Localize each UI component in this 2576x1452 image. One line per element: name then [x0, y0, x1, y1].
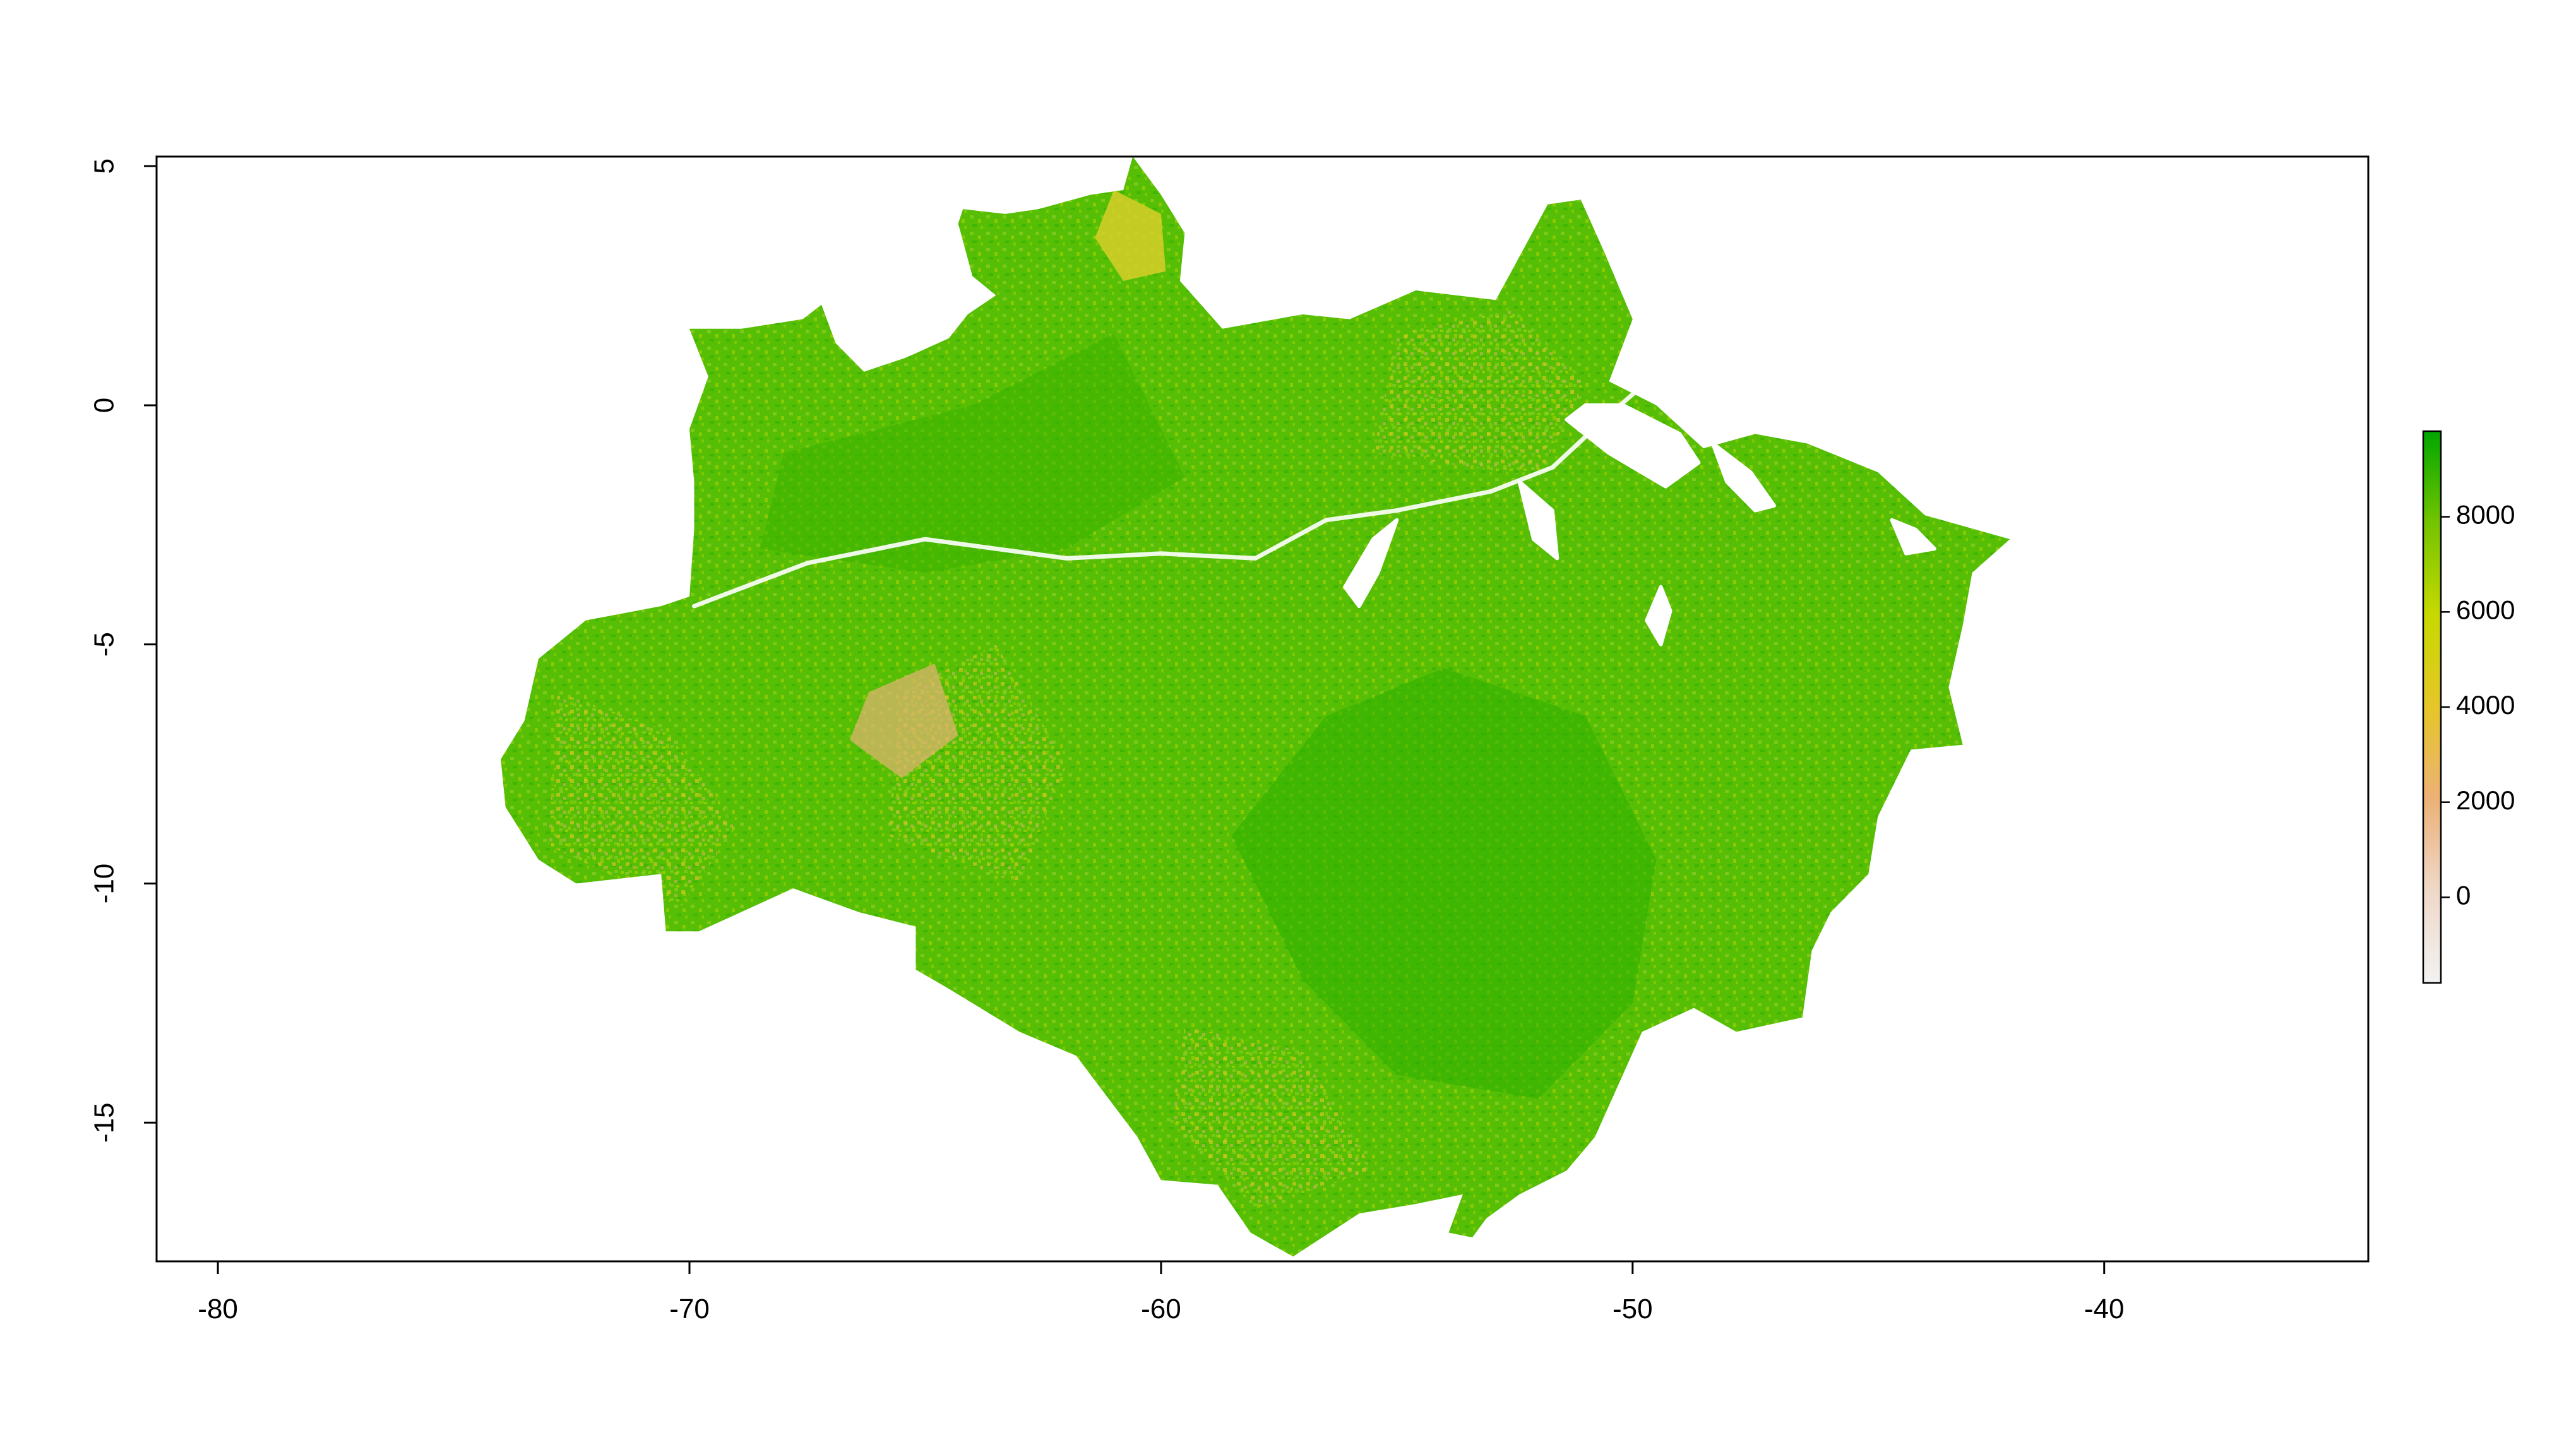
x-tick-label: -70 [669, 1294, 710, 1324]
value-region-low-patches [850, 664, 958, 778]
value-region-mid-values-south [1170, 1027, 1373, 1209]
colorbar-tick-label: 8000 [2456, 500, 2515, 530]
value-region-northwest-high [760, 333, 1185, 573]
value-regions [547, 190, 1657, 1209]
x-tick-label: -60 [1141, 1294, 1181, 1324]
colorbar-tick-label: 2000 [2456, 785, 2515, 815]
x-tick-label: -50 [1613, 1294, 1653, 1324]
value-region-forest-core-high [1232, 668, 1657, 1099]
colorbar-gradient [2423, 431, 2441, 983]
water-maranhao-bay [1890, 518, 1936, 556]
x-tick-label: -80 [198, 1294, 238, 1324]
water-lower-amazon-mouth [1565, 403, 1701, 489]
y-tick-label: -15 [89, 1103, 120, 1143]
y-tick-label: 5 [89, 158, 120, 174]
water-tocantins-reservoir [1645, 585, 1673, 646]
y-tick-label: -10 [89, 864, 120, 904]
colorbar-tick-label: 0 [2456, 880, 2471, 910]
value-region-mid-values-northeast [1373, 309, 1586, 477]
y-tick-label: -5 [89, 632, 120, 657]
colorbar-legend: 0 2000 4000 6000 8000 [2422, 430, 2515, 984]
water-layer [692, 384, 1936, 646]
x-tick-label: -40 [2084, 1294, 2125, 1324]
water-amazon-river [692, 384, 1645, 609]
water-tocantins-estuary [1710, 441, 1776, 513]
x-axis: -80 -70 -60 -50 -40 [198, 1260, 2125, 1324]
colorbar-tick-label: 4000 [2456, 690, 2515, 720]
raster-layer [501, 157, 2010, 1257]
y-tick-label: 0 [89, 398, 120, 413]
value-region-mid-values-west [547, 692, 737, 908]
y-axis: 5 0 -5 -10 -15 [89, 158, 158, 1143]
colorbar-tick-label: 6000 [2456, 595, 2515, 624]
water-tapajos-arm [1343, 518, 1399, 609]
value-region-mid-values-roraima [1095, 190, 1166, 281]
water-xingu-arm [1517, 480, 1559, 561]
